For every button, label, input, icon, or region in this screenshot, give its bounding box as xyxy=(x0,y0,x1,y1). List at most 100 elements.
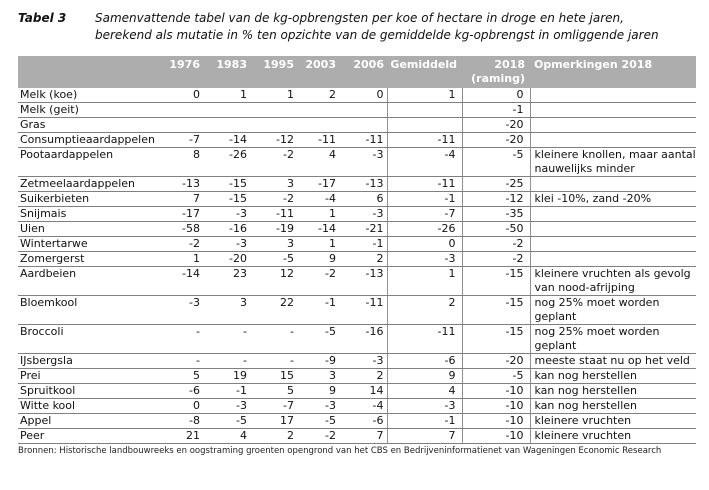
value-gemiddeld: -1 xyxy=(387,191,463,207)
table-row: Snijmais -17 -3 -11 1 -3 -7 -35 xyxy=(18,206,696,222)
value-2006: 7 xyxy=(339,428,388,444)
value-2018-raming: -1 xyxy=(462,102,531,118)
value-1976: 8 xyxy=(153,147,203,177)
value-2003: -11 xyxy=(297,132,339,148)
product-name: Bloemkool xyxy=(18,295,153,325)
value-2006: -6 xyxy=(339,413,388,429)
value-1976: 21 xyxy=(153,428,203,444)
header-year-2006: 2006 xyxy=(339,56,387,88)
value-1995: 12 xyxy=(250,266,297,296)
value-1976: -2 xyxy=(153,236,203,252)
value-1976: -3 xyxy=(153,295,203,325)
value-1983: -16 xyxy=(203,221,250,237)
value-1983: -3 xyxy=(203,206,250,222)
header-gemiddeld: Gemiddeld xyxy=(387,56,462,88)
value-1995: -2 xyxy=(250,191,297,207)
value-gemiddeld: 7 xyxy=(387,428,463,444)
product-name: IJsbergsla xyxy=(18,353,153,369)
opmerking-2018: kleinere vruchten als gevolg van nood-af… xyxy=(530,266,696,296)
value-2006: -1 xyxy=(339,236,388,252)
value-2003: -2 xyxy=(297,266,339,296)
value-2018-raming: -15 xyxy=(462,324,531,354)
opmerking-2018: kleinere vruchten xyxy=(530,413,696,429)
value-gemiddeld: -26 xyxy=(387,221,463,237)
opmerking-2018 xyxy=(530,206,696,222)
value-1995: 22 xyxy=(250,295,297,325)
value-2003: -2 xyxy=(297,428,339,444)
value-1983: 3 xyxy=(203,295,250,325)
yield-table: 1976 1983 1995 2003 2006 Gemiddeld 2018 … xyxy=(18,56,696,444)
value-1976: 7 xyxy=(153,191,203,207)
value-2018-raming: -15 xyxy=(462,295,531,325)
value-2018-raming: -2 xyxy=(462,251,531,267)
value-2006: 2 xyxy=(339,251,388,267)
product-name: Gras xyxy=(18,117,153,133)
opmerking-2018: kan nog herstellen xyxy=(530,383,696,399)
value-gemiddeld: -3 xyxy=(387,398,463,414)
value-2003 xyxy=(297,102,339,118)
value-1995: -7 xyxy=(250,398,297,414)
value-2003: 9 xyxy=(297,383,339,399)
value-gemiddeld: 9 xyxy=(387,368,463,384)
value-gemiddeld: -6 xyxy=(387,353,463,369)
header-2018-raming: 2018 (raming) xyxy=(462,56,530,88)
value-gemiddeld: 0 xyxy=(387,236,463,252)
table-caption: Samenvattende tabel van de kg-opbrengste… xyxy=(95,10,659,44)
table-title: Tabel 3 Samenvattende tabel van de kg-op… xyxy=(18,10,696,44)
value-2018-raming: -20 xyxy=(462,353,531,369)
value-1983 xyxy=(203,102,250,118)
value-1995: - xyxy=(250,324,297,354)
table-row: Bloemkool -3 3 22 -1 -11 2 -15 nog 25% moet word… xyxy=(18,295,696,325)
value-2018-raming: -25 xyxy=(462,176,531,192)
value-2018-raming: -15 xyxy=(462,266,531,296)
value-2006: -3 xyxy=(339,353,388,369)
table-row: Zomergerst 1 -20 -5 9 2 -3 -2 xyxy=(18,251,696,267)
value-2018-raming: -20 xyxy=(462,132,531,148)
table-row: Peer 21 4 2 -2 7 7 -10 kleinere vruchten xyxy=(18,428,696,444)
product-name: Suikerbieten xyxy=(18,191,153,207)
table-row: Melk (geit) -1 xyxy=(18,102,696,118)
value-1976: -14 xyxy=(153,266,203,296)
value-gemiddeld: -1 xyxy=(387,413,463,429)
value-1983: -3 xyxy=(203,398,250,414)
table-row: Broccoli - - - -5 -16 -11 -15 nog 25% moet worde… xyxy=(18,324,696,354)
value-1983 xyxy=(203,117,250,133)
table-row: Aardbeien -14 23 12 -2 -13 1 -15 kleinere vrucht… xyxy=(18,266,696,296)
product-name: Peer xyxy=(18,428,153,444)
opmerking-2018: kleinere vruchten xyxy=(530,428,696,444)
value-1995 xyxy=(250,117,297,133)
value-1976: -8 xyxy=(153,413,203,429)
product-name: Consumptieaardappelen xyxy=(18,132,155,148)
value-1995: -11 xyxy=(250,206,297,222)
value-gemiddeld: -4 xyxy=(387,147,463,177)
opmerking-2018: klei -10%, zand -20% xyxy=(530,191,696,207)
header-year-2003: 2003 xyxy=(297,56,339,88)
value-2003: -3 xyxy=(297,398,339,414)
value-2003: 4 xyxy=(297,147,339,177)
value-2018-raming: 0 xyxy=(462,88,531,103)
value-2003: 1 xyxy=(297,206,339,222)
table-header-row: 1976 1983 1995 2003 2006 Gemiddeld 2018 … xyxy=(18,56,696,88)
value-1976: -17 xyxy=(153,206,203,222)
value-2018-raming: -10 xyxy=(462,413,531,429)
value-2018-raming: -20 xyxy=(462,117,531,133)
value-1995: 2 xyxy=(250,428,297,444)
value-1976: -13 xyxy=(153,176,203,192)
table-row: Gras -20 xyxy=(18,117,696,133)
product-name: Broccoli xyxy=(18,324,153,354)
value-2018-raming: -5 xyxy=(462,147,531,177)
opmerking-2018 xyxy=(530,176,696,192)
opmerking-2018 xyxy=(530,102,696,118)
value-1995: 5 xyxy=(250,383,297,399)
value-1976: -7 xyxy=(153,132,203,148)
value-2018-raming: -35 xyxy=(462,206,531,222)
value-1995: 15 xyxy=(250,368,297,384)
table-row: Zetmeelaardappelen -13 -15 3 -17 -13 -11 -25 xyxy=(18,176,696,192)
value-2003: -4 xyxy=(297,191,339,207)
value-2003: 2 xyxy=(297,88,339,103)
value-1983: - xyxy=(203,353,250,369)
table-number: Tabel 3 xyxy=(18,11,67,25)
table-caption-line2: berekend als mutatie in % ten opzichte v… xyxy=(95,28,659,42)
value-2018-raming: -50 xyxy=(462,221,531,237)
table-row: Melk (koe) 0 1 1 2 0 1 0 xyxy=(18,88,696,103)
